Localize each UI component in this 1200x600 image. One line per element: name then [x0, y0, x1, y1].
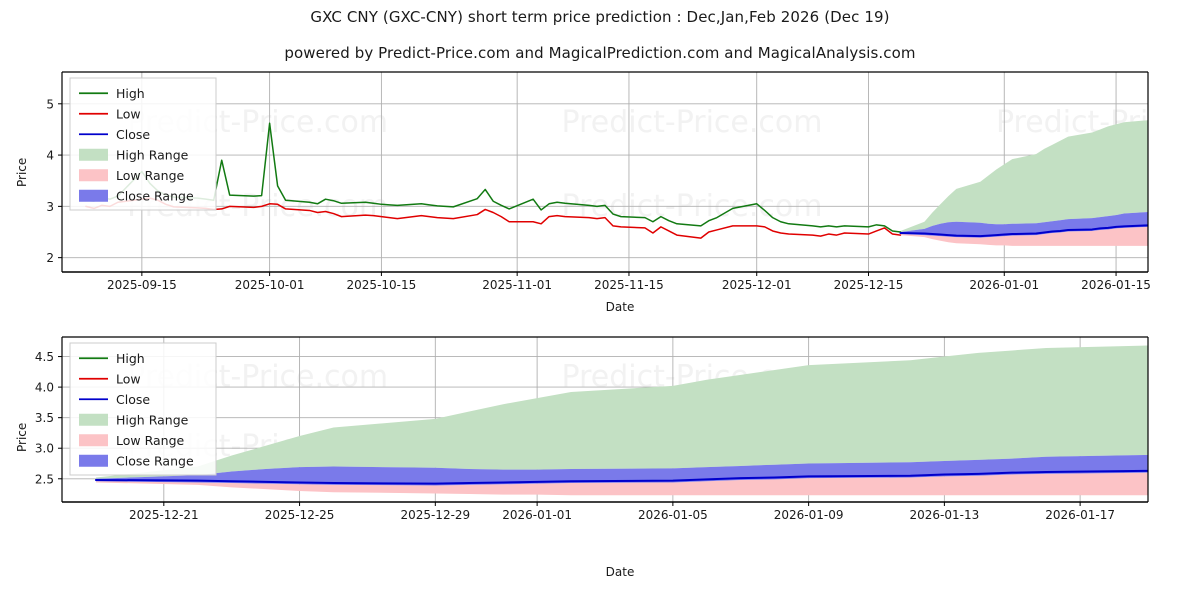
legend-label: Low Range: [116, 168, 185, 183]
x-tick-label: 2025-10-15: [347, 278, 417, 292]
x-tick-label: 2026-01-01: [969, 278, 1039, 292]
legend-label: Low: [116, 106, 141, 121]
legend-label: High Range: [116, 412, 189, 427]
high-range-band: [900, 120, 1148, 232]
legend-swatch-patch: [79, 169, 108, 182]
x-tick-label: 2025-11-15: [594, 278, 664, 292]
legend-label: High: [116, 351, 145, 366]
y-tick-label: 3.5: [35, 411, 54, 425]
page-subtitle: powered by Predict-Price.com and Magical…: [284, 44, 916, 62]
page-title: GXC CNY (GXC-CNY) short term price predi…: [310, 8, 890, 26]
y-tick-label: 4.5: [35, 350, 54, 364]
gridlines: 2 3 4 5 2025-09-15 2025-10-01 2025-10-15 2025-1…: [46, 72, 1151, 292]
legend-label: Close: [116, 392, 150, 407]
x-tick-label: 2025-12-01: [722, 278, 792, 292]
x-tick-label: 2025-12-29: [400, 508, 470, 522]
x-tick-label: 2026-01-13: [910, 508, 980, 522]
legend-background: [69, 77, 217, 211]
detail-y-axis-label: Price: [15, 422, 29, 452]
legend-label: Close: [116, 127, 150, 142]
watermark-text: Predict-Price.com: [562, 105, 823, 140]
close-line: [94, 469, 1148, 485]
plot-area: [94, 345, 1148, 496]
overview-x-axis-label: Date: [605, 300, 635, 314]
overview-y-axis-label: Price: [15, 157, 29, 187]
legend-swatch-patch: [79, 454, 108, 467]
legend-swatch-patch: [79, 148, 108, 161]
y-tick-label: 3: [46, 200, 54, 214]
x-tick-label: 2025-10-01: [235, 278, 305, 292]
y-tick-label: 3.0: [35, 442, 54, 456]
detail-chart-svg: Predict-Price.com Predict-Price.comPredic…: [35, 336, 1149, 522]
low-range-band: [900, 226, 1148, 246]
detail-x-axis-label: Date: [605, 565, 635, 579]
x-tick-label: 2026-01-01: [502, 508, 572, 522]
axis-spines: [61, 336, 1149, 503]
legend-label: Low Range: [116, 433, 185, 448]
legend-label: Close Range: [116, 188, 194, 203]
legend-swatch-patch: [79, 189, 108, 202]
legend-label: Low: [116, 371, 141, 386]
legend-label: High: [116, 86, 145, 101]
y-tick-label: 2.5: [35, 472, 54, 486]
x-tick-label: 2025-09-15: [107, 278, 177, 292]
x-tick-label: 2025-12-15: [834, 278, 904, 292]
chart-legend: High Low Close High Range Low Range Close Ran…: [69, 77, 217, 211]
low-range-band: [95, 472, 1148, 496]
x-tick-label: 2026-01-09: [774, 508, 844, 522]
x-tick-label: 2025-11-01: [482, 278, 552, 292]
x-tick-label: 2026-01-15: [1081, 278, 1151, 292]
close-range-band: [95, 454, 1148, 486]
x-tick-label: 2025-12-25: [265, 508, 335, 522]
x-tick-label: 2026-01-17: [1045, 508, 1115, 522]
x-tick-label: 2025-12-21: [129, 508, 199, 522]
close-range-band: [900, 212, 1148, 238]
overview-chart: Predict-Price.com Predict-Price.com Predic…: [0, 60, 1200, 310]
chart-legend: High Low Close High Range Low Range Close Ran…: [69, 342, 217, 476]
x-tick-label: 2026-01-05: [638, 508, 708, 522]
overview-chart-svg: Predict-Price.com Predict-Price.com Predic…: [46, 71, 1151, 292]
axis-spines: [61, 71, 1149, 273]
legend-background: [69, 342, 217, 476]
high-range-band: [95, 345, 1148, 479]
detail-chart: Predict-Price.com Predict-Price.com Predic…: [0, 325, 1200, 540]
y-tick-label: 5: [46, 97, 54, 111]
legend-label: High Range: [116, 147, 189, 162]
y-tick-label: 2: [46, 251, 54, 265]
y-tick-label: 4: [46, 149, 54, 163]
legend-swatch-patch: [79, 434, 108, 447]
close-line: [899, 224, 1148, 238]
y-tick-label: 4.0: [35, 381, 54, 395]
legend-swatch-patch: [79, 413, 108, 426]
legend-label: Close Range: [116, 453, 194, 468]
